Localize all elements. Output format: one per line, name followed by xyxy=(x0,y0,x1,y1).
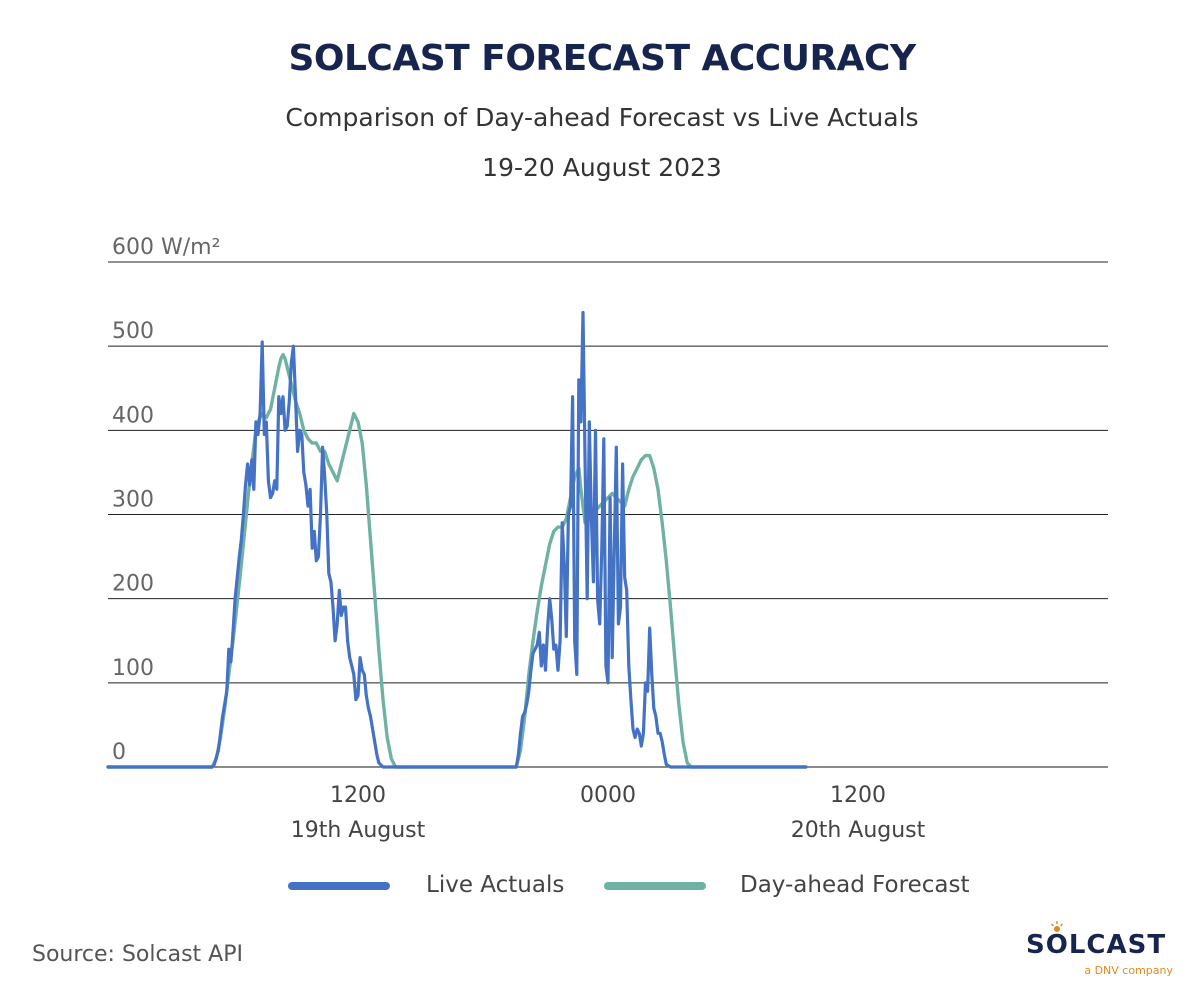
sun-icon xyxy=(1051,921,1063,932)
x-axis-ticks: 1200 19th August 0000 1200 20th August xyxy=(291,783,926,843)
legend-label-day-ahead-forecast: Day-ahead Forecast xyxy=(740,872,970,898)
logo-wordmark: SOLCAST xyxy=(1026,930,1167,960)
y-tick-label: 300 xyxy=(112,488,154,513)
grid-lines xyxy=(108,261,1108,768)
x-tick-sublabel: 20th August xyxy=(791,818,926,843)
series-lines xyxy=(106,310,808,769)
x-tick-label: 1200 xyxy=(330,783,386,808)
legend-item-live-actuals[interactable]: Live Actuals xyxy=(288,870,588,900)
x-tick-label: 1200 xyxy=(830,783,886,808)
series-line-live-actuals xyxy=(106,310,808,769)
x-tick-sublabel: 19th August xyxy=(291,818,426,843)
chart-subtitle: Comparison of Day-ahead Forecast vs Live… xyxy=(285,103,919,132)
source-note: Source: Solcast API xyxy=(32,942,243,967)
y-tick-label: 400 xyxy=(112,403,154,428)
legend-swatch-live-actuals xyxy=(288,882,390,890)
legend-item-day-ahead-forecast[interactable]: Day-ahead Forecast xyxy=(604,870,984,900)
y-tick-label: 200 xyxy=(112,572,154,597)
solcast-logo: SOLCAST a DNV company xyxy=(1026,920,1176,980)
x-tick-label: 0000 xyxy=(580,783,636,808)
chart-title: SOLCAST FORECAST ACCURACY xyxy=(288,38,916,79)
chart-date-range: 19-20 August 2023 xyxy=(482,153,722,182)
legend-label-live-actuals: Live Actuals xyxy=(426,872,565,898)
logo-tagline: a DNV company xyxy=(1084,964,1173,977)
y-axis-ticks: 0 100 200 300 400 500 600 W/m² xyxy=(112,235,220,765)
legend-swatch-day-ahead-forecast xyxy=(604,882,706,890)
y-tick-label: 600 W/m² xyxy=(112,235,220,260)
y-tick-label: 500 xyxy=(112,319,154,344)
series-line-day-ahead-forecast xyxy=(106,352,808,769)
y-tick-label: 0 xyxy=(112,740,126,765)
y-tick-label: 100 xyxy=(112,656,154,681)
